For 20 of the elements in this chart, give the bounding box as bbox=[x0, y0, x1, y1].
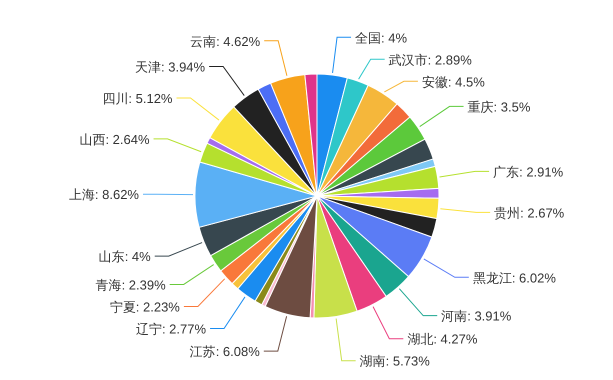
slice-label: 辽宁: 2.77% bbox=[136, 321, 206, 336]
slice-label: 河南: 3.91% bbox=[441, 308, 512, 324]
slice-label: 山西: 2.64% bbox=[79, 132, 150, 147]
slice-label: 四川: 5.12% bbox=[102, 91, 173, 106]
slice-label: 山东: 4% bbox=[98, 249, 152, 264]
slice-label: 广东: 2.91% bbox=[493, 164, 564, 180]
slice-label: 湖北: 4.27% bbox=[407, 332, 478, 347]
slice-label: 重庆: 3.5% bbox=[468, 99, 531, 114]
slice-label: 安徽: 4.5% bbox=[422, 74, 486, 90]
slice-label: 青海: 2.39% bbox=[96, 277, 166, 292]
slice-label: 天津: 3.94% bbox=[135, 59, 206, 74]
slice-label: 江苏: 6.08% bbox=[190, 344, 260, 360]
slice-label: 上海: 8.62% bbox=[68, 187, 140, 202]
slice-label: 宁夏: 2.23% bbox=[110, 299, 180, 314]
slice-label: 云南: 4.62% bbox=[190, 34, 261, 49]
slice-label: 武汉市: 2.89% bbox=[388, 52, 472, 68]
slice-label: 黑龙江: 6.02% bbox=[472, 270, 556, 286]
slice-label: 全国: 4% bbox=[355, 30, 408, 46]
slice-label: 贵州: 2.67% bbox=[494, 205, 565, 220]
slice-label: 湖南: 5.73% bbox=[360, 354, 430, 369]
